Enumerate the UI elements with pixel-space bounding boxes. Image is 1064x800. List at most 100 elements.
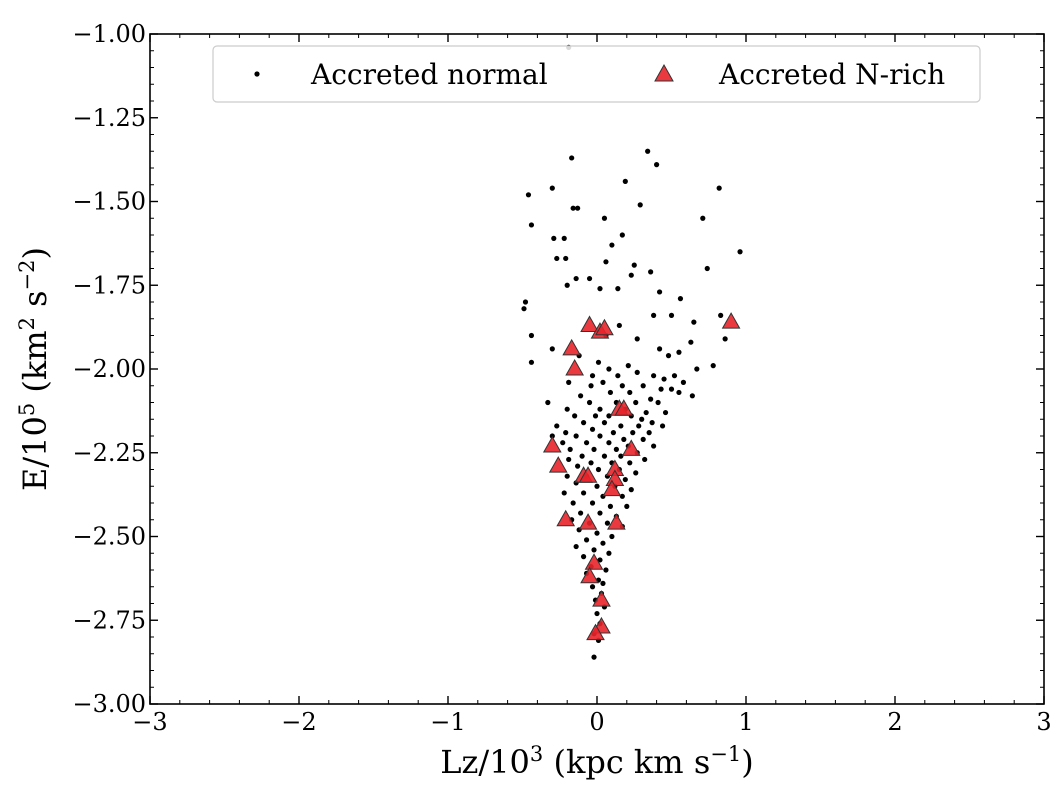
x-tick-label: 3: [1036, 708, 1051, 736]
point-accreted-normal: [586, 275, 593, 282]
legend-marker-nrich: [654, 63, 674, 82]
y-axis-label: E/105 (km2 s−2): [15, 247, 54, 491]
point-accreted-normal: [619, 493, 625, 499]
point-accreted-normal: [561, 490, 567, 496]
point-accreted-n-rich: [595, 318, 614, 336]
point-accreted-normal: [716, 185, 722, 191]
point-accreted-normal: [628, 272, 634, 278]
legend-label-nrich: Accreted N-rich: [718, 58, 945, 91]
point-accreted-normal: [646, 430, 652, 436]
point-accreted-normal: [625, 363, 631, 369]
point-accreted-normal: [718, 312, 724, 318]
point-accreted-normal: [567, 446, 573, 452]
point-accreted-normal: [645, 148, 651, 154]
legend-label-normal: Accreted normal: [310, 58, 548, 91]
point-accreted-normal: [589, 426, 596, 432]
point-accreted-normal: [545, 399, 551, 406]
point-accreted-normal: [589, 500, 596, 506]
y-tick-label: −2.50: [72, 523, 146, 551]
point-accreted-normal: [560, 440, 566, 446]
legend: Accreted normal Accreted N-rich: [212, 45, 981, 103]
point-accreted-normal: [622, 476, 628, 483]
point-accreted-normal: [651, 312, 657, 318]
point-accreted-normal: [618, 453, 624, 459]
point-accreted-normal: [624, 503, 630, 509]
x-tick-label: 1: [738, 708, 753, 736]
point-accreted-normal: [606, 440, 612, 446]
point-accreted-normal: [549, 433, 555, 439]
point-accreted-normal: [618, 423, 624, 429]
point-accreted-normal: [575, 463, 581, 469]
point-accreted-normal: [592, 413, 599, 419]
point-accreted-normal: [668, 386, 675, 392]
point-accreted-normal: [589, 584, 596, 590]
point-accreted-normal: [564, 406, 570, 412]
x-tick-label: −2: [281, 708, 316, 736]
point-accreted-n-rich: [542, 436, 562, 453]
point-accreted-normal: [615, 286, 621, 292]
point-accreted-n-rich: [584, 553, 604, 570]
point-accreted-normal: [658, 386, 664, 392]
point-accreted-normal: [637, 202, 643, 208]
point-accreted-normal: [554, 423, 560, 429]
x-tick-labels: −3 −2 −1 0 1 2 3: [132, 708, 1051, 736]
legend-box: [212, 45, 981, 103]
point-accreted-normal: [613, 446, 619, 452]
point-accreted-normal: [594, 483, 600, 489]
x-tick-label: 2: [887, 708, 902, 736]
point-accreted-normal: [627, 389, 633, 396]
point-accreted-normal: [551, 235, 557, 241]
point-accreted-normal: [579, 453, 585, 459]
x-tick-label: 0: [589, 708, 604, 736]
point-accreted-normal: [619, 232, 625, 238]
point-accreted-normal: [563, 430, 569, 436]
point-accreted-normal: [588, 383, 594, 389]
point-accreted-normal: [528, 359, 535, 365]
point-accreted-normal: [573, 543, 579, 550]
point-accreted-normal: [570, 205, 576, 211]
point-accreted-normal: [671, 373, 678, 379]
point-accreted-normal: [622, 178, 628, 184]
point-accreted-n-rich: [586, 623, 605, 641]
point-accreted-normal: [609, 242, 615, 248]
point-accreted-normal: [606, 550, 612, 556]
point-accreted-normal: [661, 376, 667, 382]
point-accreted-n-rich: [578, 513, 598, 530]
point-accreted-normal: [591, 446, 597, 452]
point-accreted-normal: [604, 520, 611, 526]
point-accreted-normal: [549, 185, 555, 191]
point-accreted-normal: [642, 456, 648, 463]
point-accreted-normal: [597, 433, 603, 439]
point-accreted-normal: [609, 533, 615, 540]
point-accreted-normal: [640, 436, 646, 442]
point-accreted-normal: [710, 363, 716, 369]
point-accreted-normal: [575, 205, 581, 211]
point-accreted-normal: [615, 373, 621, 379]
point-accreted-normal: [691, 319, 697, 325]
point-accreted-n-rich: [578, 466, 598, 483]
point-accreted-normal: [606, 413, 612, 419]
point-accreted-normal: [569, 155, 575, 161]
point-accreted-normal: [561, 235, 567, 241]
point-accreted-normal: [549, 346, 555, 352]
point-accreted-normal: [722, 336, 728, 342]
point-accreted-normal: [633, 470, 639, 476]
point-accreted-normal: [591, 654, 597, 660]
point-accreted-normal: [662, 409, 669, 416]
point-accreted-normal: [572, 413, 578, 419]
x-axis-label: Lz/103 (kpc km s−1): [440, 742, 753, 781]
point-accreted-normal: [528, 222, 535, 228]
point-accreted-normal: [656, 289, 663, 295]
point-accreted-normal: [628, 487, 634, 493]
point-accreted-normal: [563, 255, 569, 262]
point-accreted-normal: [694, 366, 700, 372]
point-accreted-normal: [564, 282, 570, 288]
point-accreted-normal: [589, 373, 596, 379]
point-accreted-normal: [600, 580, 606, 587]
point-accreted-normal: [619, 383, 625, 389]
point-accreted-n-rich: [621, 439, 641, 456]
point-accreted-normal: [621, 436, 627, 442]
point-accreted-normal: [656, 346, 663, 352]
point-accreted-n-rich: [548, 456, 568, 473]
point-accreted-normal: [651, 373, 657, 379]
